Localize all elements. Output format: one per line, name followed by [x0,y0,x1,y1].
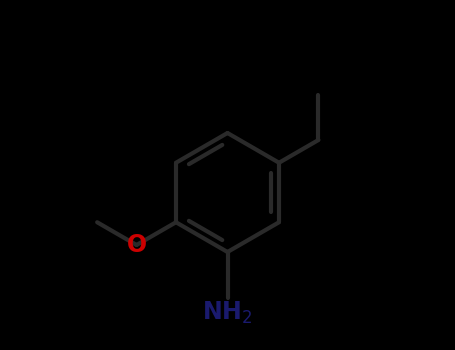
Text: O: O [126,233,147,257]
Text: NH$_2$: NH$_2$ [202,300,253,327]
